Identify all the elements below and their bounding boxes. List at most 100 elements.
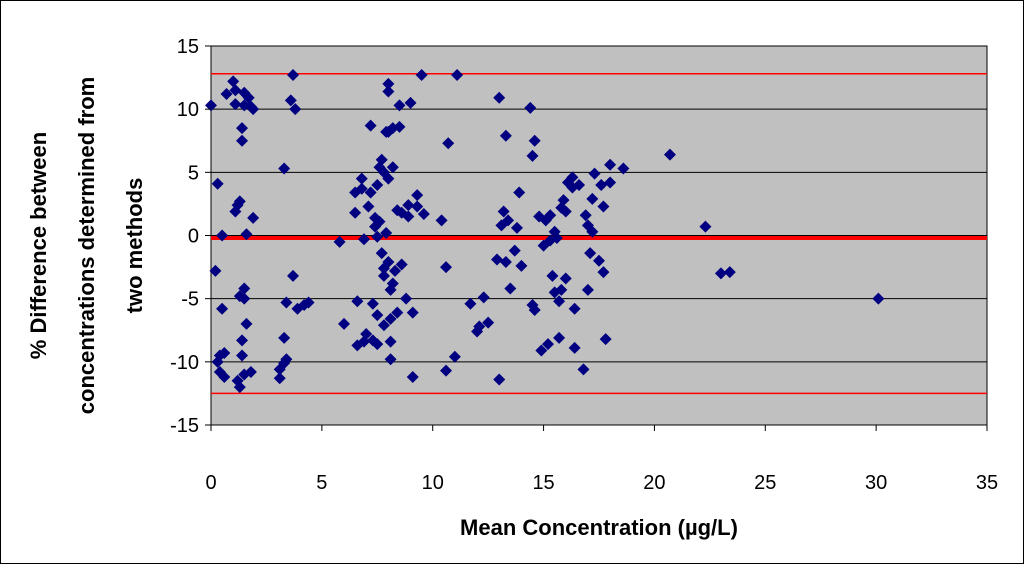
data-point	[411, 200, 424, 213]
data-point	[242, 91, 255, 104]
data-point	[559, 272, 572, 285]
data-point	[240, 317, 253, 330]
data-point	[382, 256, 395, 269]
data-point	[593, 254, 605, 267]
data-point	[528, 304, 541, 317]
data-point	[362, 200, 375, 213]
data-points	[205, 69, 885, 394]
data-point	[588, 167, 601, 180]
data-point	[371, 309, 384, 322]
data-point	[240, 228, 253, 241]
data-point	[364, 119, 377, 132]
data-point	[371, 338, 384, 351]
data-point	[287, 69, 300, 82]
data-point	[238, 282, 251, 295]
data-point	[597, 200, 610, 213]
data-point	[535, 344, 548, 357]
data-point	[497, 205, 510, 218]
data-point	[216, 302, 229, 315]
data-point	[375, 247, 388, 260]
data-point	[233, 381, 246, 394]
x-tick-label: 15	[532, 472, 554, 494]
data-point	[568, 341, 581, 354]
data-point	[244, 365, 257, 378]
data-point	[499, 256, 512, 269]
data-point	[513, 186, 526, 199]
data-point	[491, 253, 504, 266]
data-point	[289, 103, 302, 116]
data-point	[238, 292, 251, 305]
data-point	[402, 199, 415, 212]
data-point	[597, 266, 610, 279]
data-point	[477, 291, 490, 304]
data-point	[284, 94, 297, 107]
data-point	[371, 178, 384, 191]
data-point	[386, 161, 399, 174]
data-point	[233, 195, 246, 208]
data-point	[229, 84, 242, 97]
data-point	[440, 364, 453, 377]
data-point	[604, 158, 617, 171]
data-point	[493, 91, 506, 104]
data-point	[375, 153, 388, 166]
data-point	[338, 317, 351, 330]
data-point	[599, 333, 612, 346]
data-point	[349, 206, 362, 219]
data-point	[524, 101, 537, 114]
y-tick-label: 0	[188, 226, 199, 248]
data-point	[579, 209, 592, 222]
data-point	[573, 178, 586, 191]
data-point	[382, 77, 395, 90]
data-point	[302, 296, 315, 309]
data-point	[581, 283, 594, 296]
x-tick-label: 25	[754, 472, 776, 494]
data-point	[663, 148, 676, 161]
data-point	[355, 172, 368, 185]
data-point	[515, 259, 528, 272]
axes: 15 10 5 0 -5 -10 -15 0 5 10 15 20 25 30 35	[170, 36, 998, 494]
y-tick-label: -15	[170, 415, 199, 437]
data-point	[406, 306, 419, 319]
y-axis-title-line-1: % Difference between	[26, 132, 51, 359]
data-point	[247, 211, 260, 224]
gridlines	[211, 45, 987, 426]
x-tick-label: 30	[865, 472, 887, 494]
data-point	[553, 331, 566, 344]
data-point	[391, 306, 404, 319]
data-point	[559, 205, 572, 218]
data-point	[411, 189, 424, 202]
data-point	[236, 122, 249, 135]
data-point	[377, 319, 390, 332]
data-point	[699, 220, 712, 233]
data-point	[351, 295, 364, 308]
data-point	[482, 316, 495, 329]
data-point	[395, 258, 408, 271]
data-point	[384, 335, 397, 348]
data-point	[502, 214, 515, 227]
data-point	[382, 172, 395, 185]
data-point	[526, 149, 539, 162]
data-point	[510, 221, 523, 234]
data-point	[384, 312, 397, 325]
data-point	[604, 176, 617, 189]
data-point	[247, 103, 260, 116]
data-point	[227, 75, 240, 88]
data-point	[229, 98, 242, 111]
data-point	[723, 266, 736, 279]
data-point	[371, 230, 384, 243]
data-point	[357, 233, 370, 246]
data-point	[377, 269, 390, 282]
data-point	[504, 282, 517, 295]
data-point	[595, 178, 608, 191]
data-point	[205, 99, 217, 112]
data-point	[451, 69, 464, 82]
y-axis-title-line-3: two methods	[122, 178, 147, 314]
data-point	[389, 264, 402, 277]
data-point	[508, 244, 521, 257]
y-axis-title: % Difference between concentrations dete…	[26, 77, 147, 414]
data-point	[550, 232, 563, 245]
data-point	[546, 269, 559, 282]
data-point	[220, 88, 233, 101]
